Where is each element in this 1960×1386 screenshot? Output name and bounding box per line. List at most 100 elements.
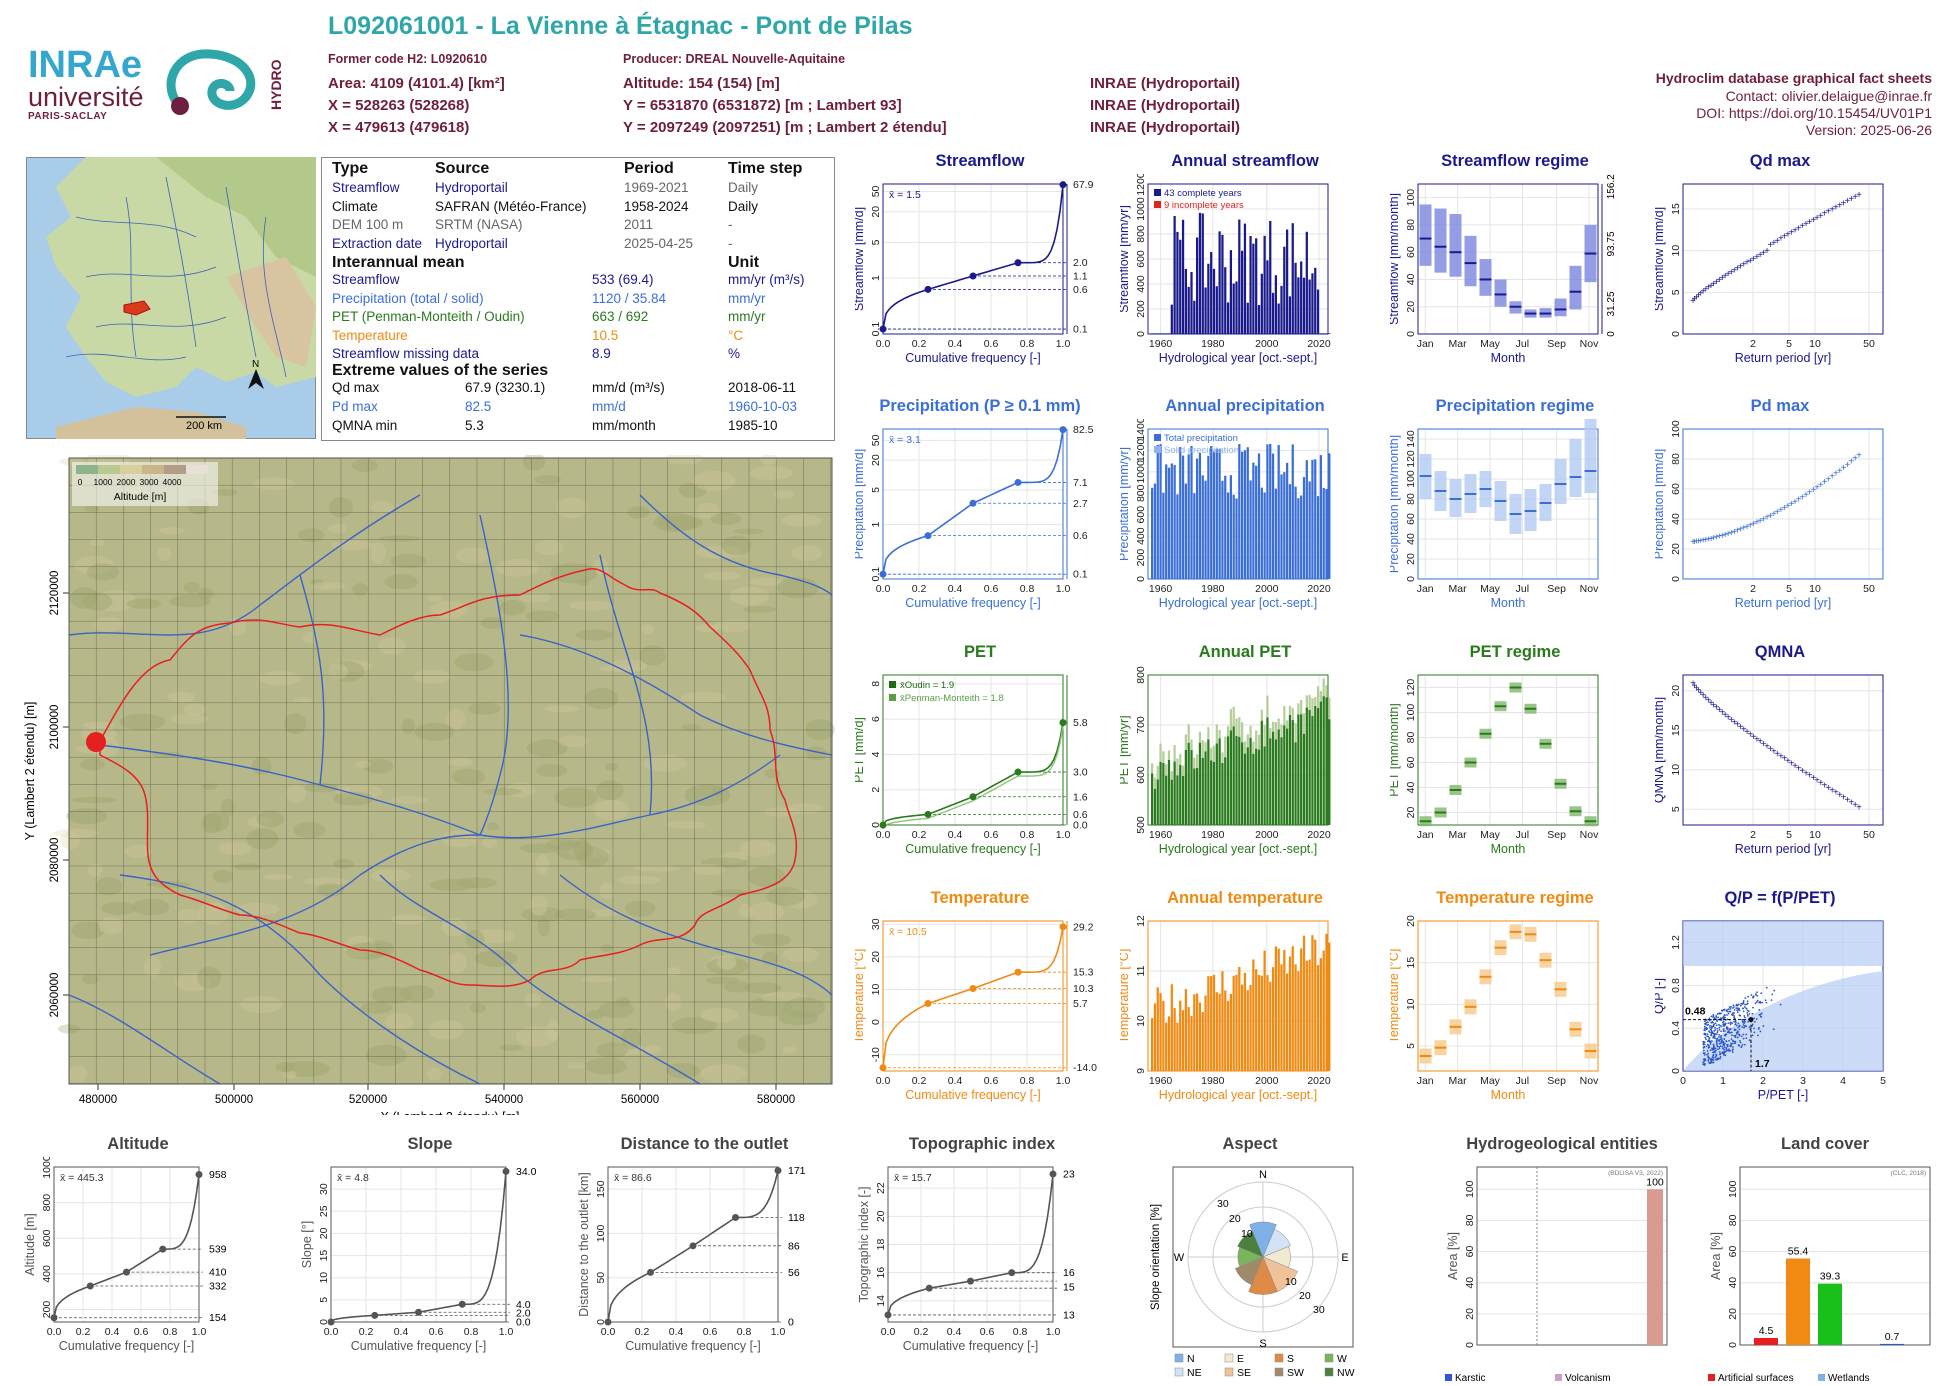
chart-mark — [1718, 1040, 1721, 1043]
chart-title: QMNA — [1754, 643, 1806, 661]
y-tick: 50 — [870, 185, 882, 197]
chart-mark — [197, 966, 222, 989]
x-tick: 2000 — [1255, 338, 1279, 350]
annual-bar-oudin — [1170, 771, 1173, 780]
chart-mark — [1756, 999, 1759, 1002]
annual-bar — [1167, 467, 1171, 579]
annual-bar-oudin — [1255, 730, 1258, 749]
chart-mark — [82, 974, 99, 985]
chart-mark — [1715, 1049, 1717, 1052]
annual-bar — [1210, 251, 1213, 334]
rp-point: + — [1761, 514, 1767, 525]
chart-mark — [1722, 1024, 1725, 1027]
rp-point: + — [1792, 761, 1798, 772]
y-axis-label: Q/P [-] — [1655, 978, 1666, 1014]
x-tick: 50 — [1863, 583, 1875, 595]
x-tick: 2 — [1750, 583, 1756, 595]
logo-inrae: INRAe — [28, 44, 143, 86]
annual-bar — [1249, 737, 1252, 825]
chart-mark — [1704, 1058, 1706, 1061]
chart-mark — [1760, 1012, 1763, 1015]
chart-mark — [1728, 1048, 1730, 1051]
chart-qp: Q/P = f(P/PET) 0 1 2 3 4 5 0 0.4 0.8 1.2 P/PET [-] Q… — [1655, 889, 1905, 1129]
right-tick: 15.3 — [1073, 967, 1094, 979]
x-tick: Mar — [1449, 338, 1468, 350]
chart-mark — [781, 514, 823, 527]
x-tick: 0.6 — [984, 1075, 999, 1087]
chart-mark — [684, 784, 731, 807]
x-axis-label: Month — [1491, 351, 1526, 365]
y-tick: 15 — [1670, 203, 1682, 215]
annual-bar — [1274, 275, 1277, 334]
aspect-slice — [1234, 1256, 1264, 1286]
annual-bar — [1291, 720, 1294, 825]
y-tick: 20 — [1670, 543, 1682, 555]
chart-title: Temperature — [930, 889, 1030, 907]
rp-point: + — [1796, 223, 1802, 234]
chart-mark — [1759, 1000, 1761, 1003]
chart-mark — [1719, 1045, 1722, 1048]
annual-bar — [1297, 714, 1300, 825]
chart-mark — [783, 889, 817, 909]
chart-mark — [1722, 1043, 1725, 1046]
chart-mark — [1711, 1061, 1713, 1064]
x-tick: 0.4 — [105, 1326, 120, 1338]
rp-point: + — [1731, 527, 1737, 538]
doi-link[interactable]: DOI: https://doi.org/10.15454/UV01P1 — [1696, 105, 1932, 121]
rp-point: + — [1781, 754, 1787, 765]
chart-mark — [212, 488, 239, 496]
annual-bar — [1319, 333, 1322, 334]
aspect-legend: E — [1237, 1353, 1244, 1365]
chart-title: PET — [963, 643, 997, 661]
annual-bar-oudin — [1249, 725, 1252, 738]
annual-bar — [1314, 939, 1317, 1071]
chart-mark — [1728, 1050, 1731, 1052]
chart-mark — [534, 475, 562, 485]
chart-mark — [157, 547, 172, 561]
y-tick: 25 — [318, 1205, 330, 1217]
x-axis-label: Cumulative frequency [-] — [903, 1339, 1038, 1353]
chart-mark — [620, 1027, 642, 1050]
rp-point: + — [1845, 196, 1851, 207]
y-tick: 60 — [1405, 513, 1417, 525]
regime-box — [1569, 265, 1582, 310]
annual-bar — [1271, 967, 1275, 1071]
annual-bar — [1325, 697, 1328, 825]
chart-mark — [1713, 1030, 1716, 1032]
chart-mark: 480000 500000 520000 540000 560000 5800002060… — [23, 457, 833, 1115]
rp-point: + — [1690, 537, 1696, 548]
chart-mark — [1741, 1026, 1743, 1028]
rp-point: + — [1807, 217, 1813, 228]
rp-point: + — [1703, 535, 1709, 546]
annual-bar — [1260, 975, 1263, 1071]
chart-mark — [1741, 1043, 1744, 1046]
info-extreme-label: QMNA min — [332, 418, 398, 433]
info-header-type: Type — [332, 160, 369, 177]
annual-bar — [1274, 946, 1277, 1071]
chart-mark — [1724, 1030, 1726, 1032]
annual-bar — [1184, 988, 1187, 1071]
chart-mark — [412, 669, 451, 684]
chart-mark — [1744, 1020, 1746, 1023]
legend-label: Volcanism — [1565, 1373, 1611, 1384]
rp-point: + — [1728, 528, 1734, 539]
chart-mark — [68, 994, 221, 1085]
chart-mark — [1147, 920, 1329, 1072]
annual-bar — [1288, 484, 1292, 579]
chart-mark — [537, 916, 550, 937]
chart-mark — [1722, 1051, 1725, 1054]
right-tick: 0.0 — [516, 1317, 531, 1329]
chart-mark — [142, 465, 164, 474]
chart-mark — [333, 858, 355, 869]
chart-mark — [782, 947, 819, 963]
rp-point: + — [1818, 778, 1824, 789]
info-mean-unit: °C — [728, 327, 744, 343]
right-tick: 0.6 — [1073, 284, 1088, 296]
chart-aspect: Aspect N E S W 10 20 30 10 20 30 Slope orientation … — [1135, 1135, 1365, 1386]
chart-mark — [1702, 1047, 1705, 1049]
rp-point: + — [1738, 722, 1744, 733]
annual-bar — [1249, 480, 1252, 579]
annual-bar — [1311, 716, 1314, 825]
rp-point: + — [1744, 522, 1750, 533]
chart-mark — [1720, 1025, 1723, 1028]
